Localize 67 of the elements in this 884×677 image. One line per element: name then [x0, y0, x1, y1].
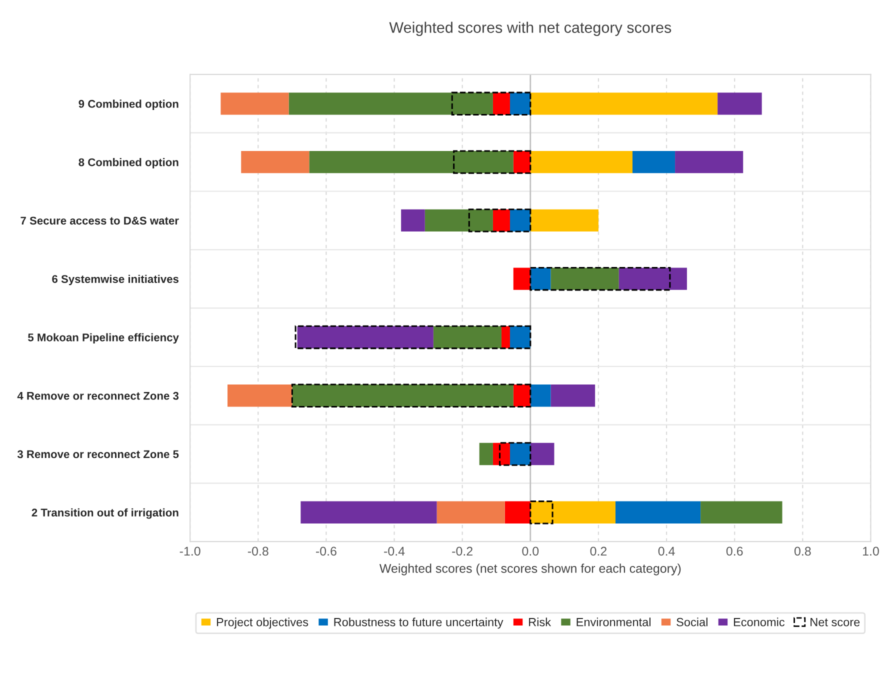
- y-tick-label: 5 Mokoan Pipeline efficiency: [28, 333, 179, 344]
- bar: [513, 268, 530, 290]
- bar: [700, 501, 782, 524]
- x-tick-label: -0.2: [452, 546, 472, 556]
- bar: [550, 384, 596, 407]
- y-tick-label: 2 Transition out of irrigation: [32, 508, 178, 519]
- bar: [492, 209, 510, 232]
- legend-label: Project objectives: [216, 618, 308, 629]
- bar: [530, 501, 616, 524]
- x-tick-label: 0.2: [590, 546, 607, 556]
- x-tick-label: 0.8: [794, 546, 811, 556]
- chart-title: Weighted scores with net category scores: [389, 22, 672, 36]
- legend-label: Social: [676, 618, 708, 626]
- y-tick-label: 7 Secure access to D&S water: [20, 216, 179, 225]
- x-tick-label: -0.6: [316, 546, 336, 556]
- legend-label: Economic: [734, 618, 785, 626]
- bar: [530, 268, 551, 290]
- x-tick-label: -0.4: [384, 546, 405, 556]
- bar: [513, 150, 530, 174]
- legend-label: Risk: [529, 618, 552, 626]
- x-axis-title: Weighted scores (net scores shown for each category): [379, 564, 681, 576]
- bar: [632, 150, 676, 174]
- bar: [492, 92, 510, 115]
- bar: [510, 92, 530, 115]
- bar: [220, 92, 289, 115]
- bar: [675, 150, 744, 174]
- bar: [510, 209, 530, 232]
- legend-label: Robustness to future uncertainty: [334, 618, 504, 629]
- bar: [718, 92, 762, 115]
- bar: [550, 268, 619, 290]
- bar: [433, 326, 502, 348]
- bar: [492, 442, 510, 466]
- bar: [479, 442, 493, 466]
- y-tick-label: 6 Systemwise initiatives: [52, 274, 179, 286]
- legend-label: Net score: [810, 618, 860, 626]
- bar: [309, 150, 514, 174]
- bar: [513, 384, 530, 407]
- y-tick-label: 9 Combined option: [78, 100, 178, 110]
- bar: [510, 326, 530, 348]
- bar: [530, 442, 554, 466]
- bar: [618, 268, 687, 290]
- y-tick-label: 8 Combined option: [78, 158, 178, 168]
- bar: [288, 92, 493, 115]
- y-tick-label: 3 Remove or reconnect Zone 5: [17, 450, 179, 458]
- bar: [530, 384, 551, 407]
- bar: [297, 326, 434, 348]
- bar: [227, 384, 292, 407]
- bar: [241, 150, 310, 174]
- bar: [401, 209, 425, 232]
- bar: [530, 92, 718, 115]
- bar: [436, 501, 505, 524]
- legend-label: Environmental: [576, 618, 650, 626]
- bar: [530, 150, 632, 174]
- bar: [530, 209, 598, 232]
- x-tick-label: 0.4: [658, 546, 675, 556]
- y-tick-label: 4 Remove or reconnect Zone 3: [17, 392, 179, 400]
- x-tick-label: 1.0: [863, 546, 879, 556]
- bar: [615, 501, 701, 524]
- x-tick-label: -1.0: [180, 546, 200, 556]
- bar: [300, 501, 437, 524]
- bar: [501, 326, 510, 348]
- bar: [510, 442, 530, 466]
- x-tick-label: -0.8: [248, 546, 268, 556]
- bar: [504, 501, 530, 524]
- bar: [424, 209, 493, 232]
- x-tick-label: 0.6: [726, 546, 743, 556]
- x-tick-label: 0.0: [522, 546, 539, 556]
